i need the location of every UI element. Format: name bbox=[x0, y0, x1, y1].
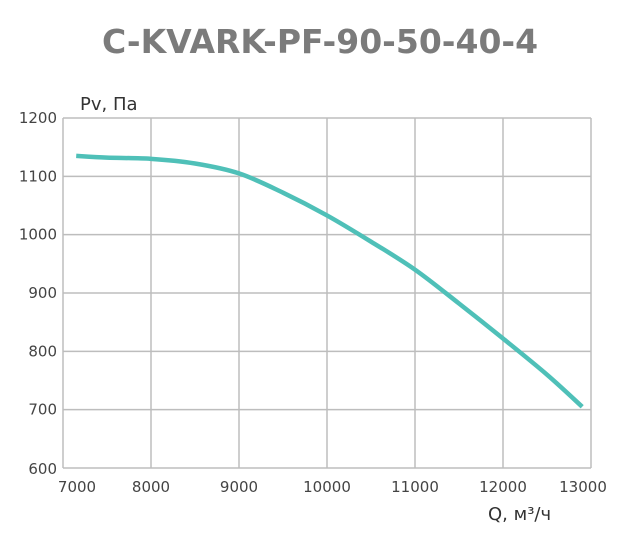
y-tick-labels: 600 700 800 900 1000 1100 1200 bbox=[19, 109, 57, 478]
y-tick-label: 700 bbox=[28, 401, 57, 419]
series bbox=[76, 153, 584, 409]
x-tick-label: 9000 bbox=[220, 478, 258, 496]
y-axis-label: Pv, Па bbox=[80, 94, 138, 115]
y-tick-label: 1200 bbox=[19, 109, 57, 127]
x-axis-label: Q, м³/ч bbox=[488, 504, 551, 525]
x-tick-label: 10000 bbox=[303, 478, 351, 496]
x-tick-label: 12000 bbox=[479, 478, 527, 496]
y-tick-label: 1000 bbox=[19, 226, 57, 244]
y-tick-label: 1100 bbox=[19, 167, 57, 185]
grid bbox=[62, 117, 592, 469]
x-tick-label: 8000 bbox=[132, 478, 170, 496]
x-tick-label: 11000 bbox=[391, 478, 439, 496]
x-tick-labels: 7000 8000 9000 10000 11000 12000 13000 bbox=[58, 478, 607, 496]
series-line-pv bbox=[76, 153, 584, 409]
chart-title: C-KVARK-PF-90-50-40-4 bbox=[101, 22, 539, 61]
x-tick-label: 13000 bbox=[559, 478, 607, 496]
y-tick-label: 800 bbox=[28, 342, 57, 360]
y-tick-label: 600 bbox=[28, 460, 57, 478]
x-tick-label: 7000 bbox=[58, 478, 96, 496]
y-tick-label: 900 bbox=[28, 284, 57, 302]
